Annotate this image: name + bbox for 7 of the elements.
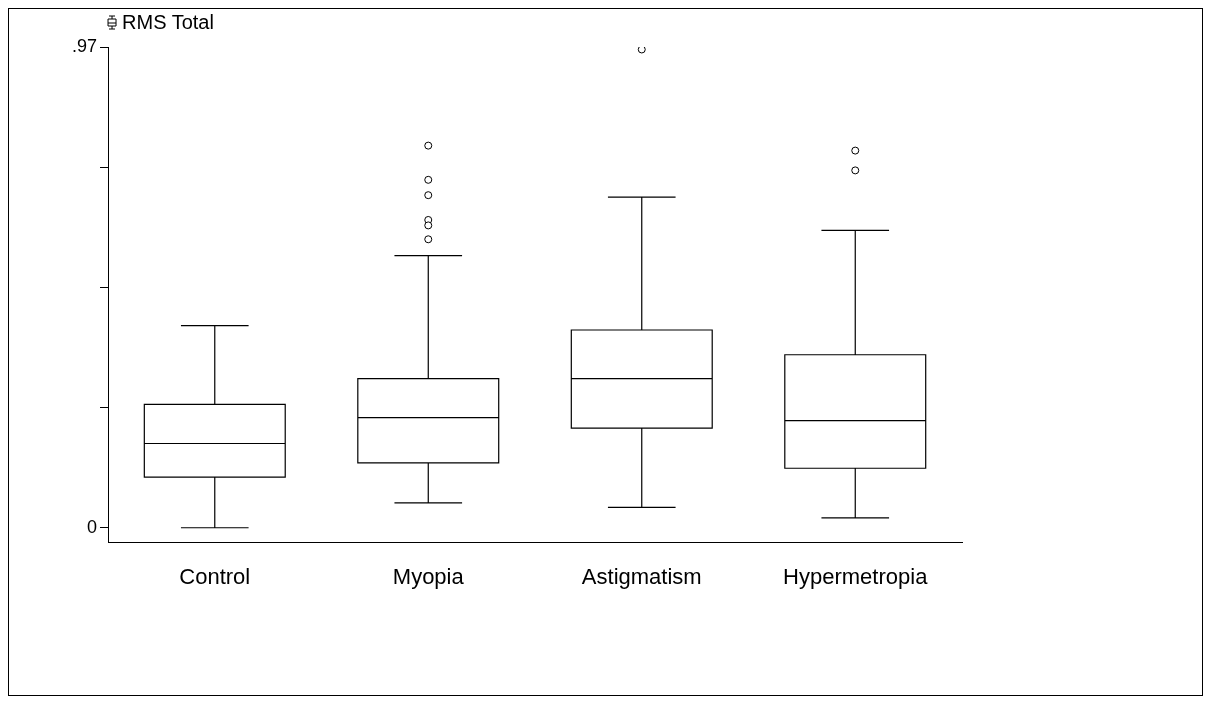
x-tick-label: Hypermetropia <box>783 563 929 589</box>
x-tick-label: Astigmatism <box>581 563 702 589</box>
y-tick-label: .97 <box>71 35 98 56</box>
y-tick-label: 0 <box>87 516 98 537</box>
legend-label: RMS Total <box>122 10 214 33</box>
x-tick-label: Myopia <box>392 563 465 589</box>
x-tick-label: Control <box>179 563 251 589</box>
